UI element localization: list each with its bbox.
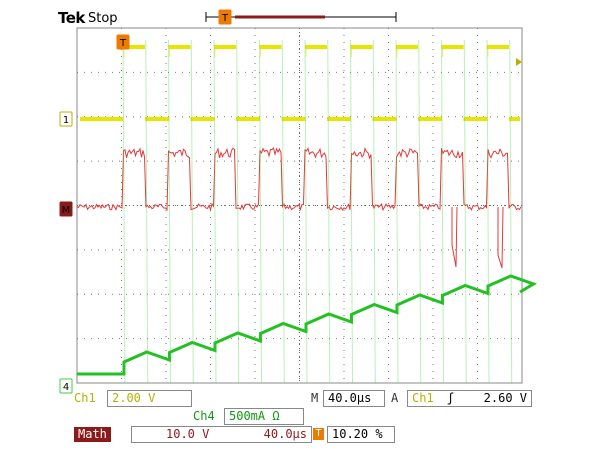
- brand-label: Tek: [58, 9, 85, 27]
- acquisition-status: Stop: [88, 11, 118, 26]
- timebase-key: M: [311, 391, 319, 405]
- math-spike: [451, 206, 458, 268]
- ch4-spike: [122, 39, 126, 384]
- ch4-spike: [281, 39, 285, 384]
- ch4-spike: [509, 39, 513, 384]
- math-label[interactable]: Math: [74, 427, 111, 442]
- ch4-spike: [463, 39, 467, 384]
- #b8b000[interactable]: 1: [59, 111, 73, 127]
- svg-text:M: M: [62, 205, 71, 216]
- #fff[interactable]: M: [59, 201, 73, 217]
- ch4-spike: [190, 39, 194, 384]
- ch4-spike: [395, 39, 399, 384]
- ch1-scale[interactable]: 2.00 V: [107, 390, 192, 407]
- svg-text:1: 1: [63, 115, 69, 126]
- ch4-spike: [350, 39, 353, 384]
- ch4-spike: [168, 39, 171, 384]
- ch4-trace: [77, 274, 538, 376]
- ch4-spike: [441, 39, 444, 384]
- ch4-spike: [372, 39, 376, 384]
- trigger-position-bar[interactable]: [205, 12, 397, 22]
- ch4-spike: [236, 39, 240, 384]
- #fff[interactable]: T: [116, 34, 130, 50]
- trigger-source: Ch1: [412, 391, 434, 405]
- graticule-border: [76, 27, 523, 384]
- ch4-spike: [486, 39, 490, 384]
- ch4-scale[interactable]: 500mA Ω: [224, 408, 304, 425]
- trigger-level: 2.60 V: [483, 391, 527, 405]
- math-scale: 10.0 V: [166, 427, 210, 441]
- math-readout[interactable]: 10.0 V 40.0µs: [131, 426, 312, 443]
- ch4-spike: [327, 39, 331, 384]
- #3ad23a[interactable]: 4: [59, 378, 73, 394]
- ch1-trace-top-edges: [123, 45, 489, 57]
- duty-cycle-value[interactable]: 10.20 %: [327, 426, 395, 443]
- math-trace: [76, 146, 522, 212]
- svg-text:T: T: [119, 38, 127, 49]
- ch4-label: Ch4: [193, 409, 215, 423]
- rising-edge-icon: ʃ: [446, 391, 455, 405]
- duty-cycle-icon: T: [313, 428, 324, 440]
- ch4-spike: [304, 39, 308, 384]
- acquisition-key: A: [391, 391, 399, 405]
- timebase-value[interactable]: 40.0µs: [323, 390, 385, 407]
- math-time: 40.0µs: [263, 427, 307, 441]
- ch1-label: Ch1: [74, 391, 96, 405]
- trigger-readout[interactable]: Ch1 ʃ 2.60 V: [407, 390, 532, 407]
- math-spike: [497, 206, 504, 269]
- ch4-spike: [259, 39, 262, 384]
- ch4-spike: [145, 39, 149, 384]
- ch4-spike: [213, 39, 217, 384]
- svg-text:4: 4: [63, 382, 69, 393]
- ch4-spike: [418, 39, 422, 384]
- trigger-level-arrow: [516, 58, 522, 66]
